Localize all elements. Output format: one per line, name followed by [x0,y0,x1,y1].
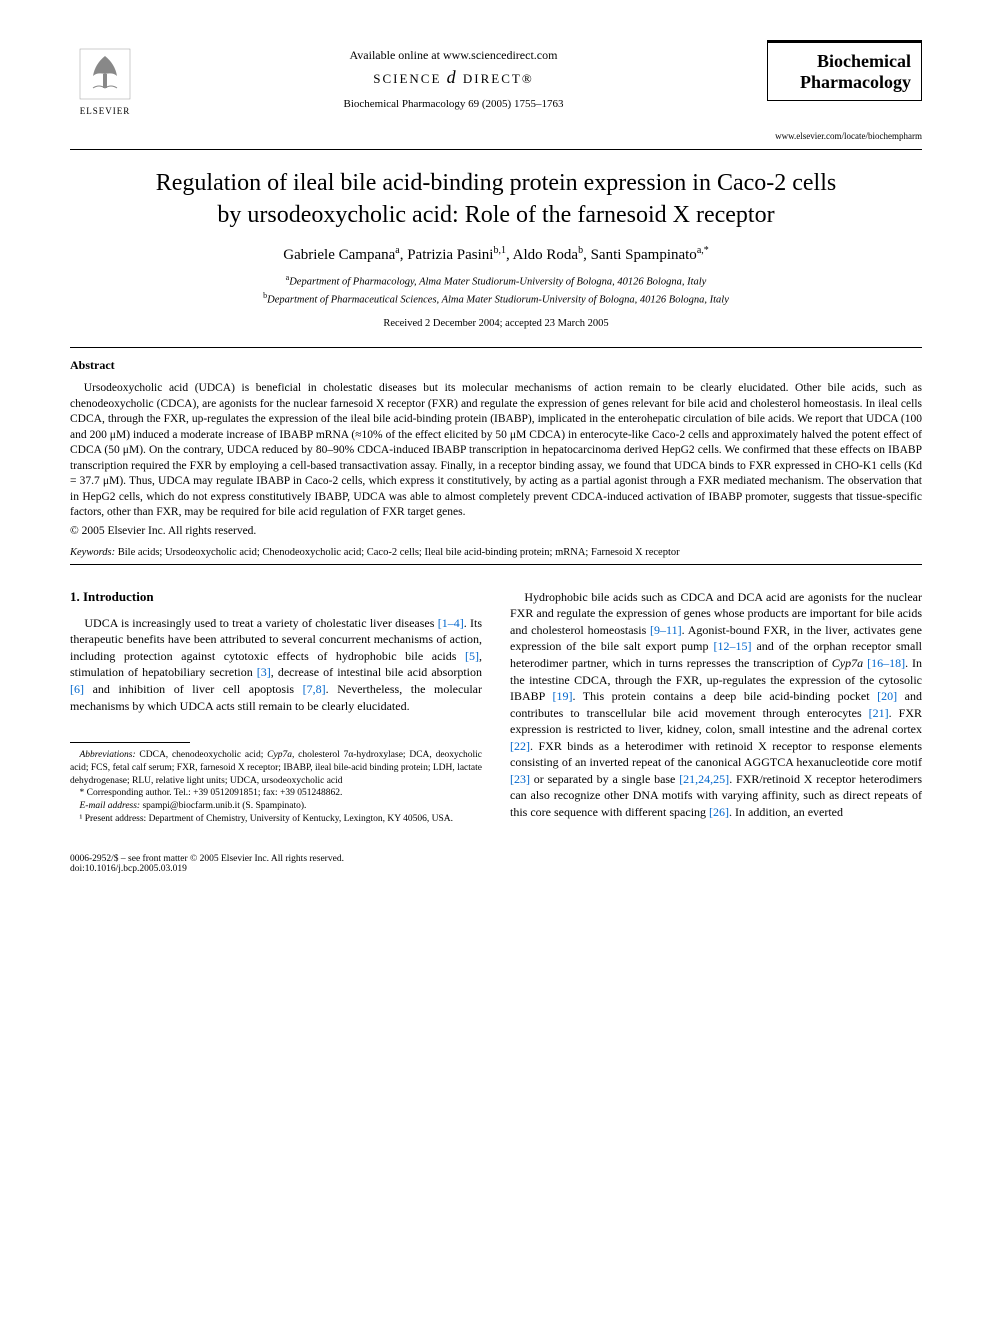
keywords-rule [70,564,922,565]
journal-box: Biochemical Pharmacology [767,40,922,101]
journal-url[interactable]: www.elsevier.com/locate/biochempharm [767,131,922,141]
article-dates: Received 2 December 2004; accepted 23 Ma… [70,318,922,329]
sd-right: DIRECT® [463,71,534,86]
abstract-top-rule [70,347,922,348]
right-column: Hydrophobic bile acids such as CDCA and … [510,589,922,826]
email-footnote: E-mail address: spampi@biocfarm.unib.it … [70,800,482,813]
affil-a: Department of Pharmacology, Alma Mater S… [289,276,706,287]
available-online-text: Available online at www.sciencedirect.co… [140,48,767,63]
journal-name: Biochemical Pharmacology [778,51,911,92]
footnote-rule [70,742,190,743]
header-center: Available online at www.sciencedirect.co… [140,40,767,110]
title-line-2: by ursodeoxycholic acid: Role of the far… [217,202,774,228]
footer-copyright: 0006-2952/$ – see front matter © 2005 El… [70,854,344,864]
intro-paragraph-2: Hydrophobic bile acids such as CDCA and … [510,589,922,821]
abbrev-footnote: Abbreviations: CDCA, chenodeoxycholic ac… [70,749,482,787]
journal-box-wrap: Biochemical Pharmacology www.elsevier.co… [767,40,922,141]
title-line-1: Regulation of ileal bile acid-binding pr… [156,170,836,196]
sciencedirect-logo: SCIENCE d DIRECT® [140,67,767,88]
footer-left: 0006-2952/$ – see front matter © 2005 El… [70,854,344,874]
email-label: E-mail address: [80,801,141,811]
article-title: Regulation of ileal bile acid-binding pr… [70,168,922,230]
sd-left: SCIENCE [373,71,441,86]
elsevier-tree-icon [75,44,135,104]
journal-name-l2: Pharmacology [800,72,911,92]
copyright-line: © 2005 Elsevier Inc. All rights reserved… [70,525,922,537]
sd-d-icon: d [447,67,458,87]
keywords-line: Keywords: Bile acids; Ursodeoxycholic ac… [70,547,922,558]
intro-paragraph-1: UDCA is increasingly used to treat a var… [70,615,482,714]
authors: Gabriele Campanaa, Patrizia Pasinib,1, A… [70,245,922,264]
corresponding-author: * Corresponding author. Tel.: +39 051209… [70,787,482,800]
body-columns: 1. Introduction UDCA is increasingly use… [70,589,922,826]
email-text: spampi@biocfarm.unib.it (S. Spampinato). [142,801,306,811]
affiliations: aDepartment of Pharmacology, Alma Mater … [70,272,922,308]
journal-reference: Biochemical Pharmacology 69 (2005) 1755–… [140,98,767,110]
abstract-heading: Abstract [70,358,922,373]
header-row: ELSEVIER Available online at www.science… [70,40,922,141]
footnotes: Abbreviations: CDCA, chenodeoxycholic ac… [70,749,482,826]
footer-doi: doi:10.1016/j.bcp.2005.03.019 [70,864,187,874]
publisher-name: ELSEVIER [80,106,131,116]
elsevier-logo: ELSEVIER [70,40,140,120]
keywords-text: Bile acids; Ursodeoxycholic acid; Chenod… [118,547,680,558]
left-column: 1. Introduction UDCA is increasingly use… [70,589,482,826]
section-1-heading: 1. Introduction [70,589,482,605]
keywords-label: Keywords: [70,547,115,558]
abbrev-label: Abbreviations: [80,750,136,760]
page-footer: 0006-2952/$ – see front matter © 2005 El… [70,854,922,874]
present-address-footnote: ¹ Present address: Department of Chemist… [70,813,482,826]
journal-name-l1: Biochemical [817,51,911,71]
header-rule [70,149,922,150]
affil-b: Department of Pharmaceutical Sciences, A… [267,294,729,305]
abstract-body: Ursodeoxycholic acid (UDCA) is beneficia… [70,381,922,521]
